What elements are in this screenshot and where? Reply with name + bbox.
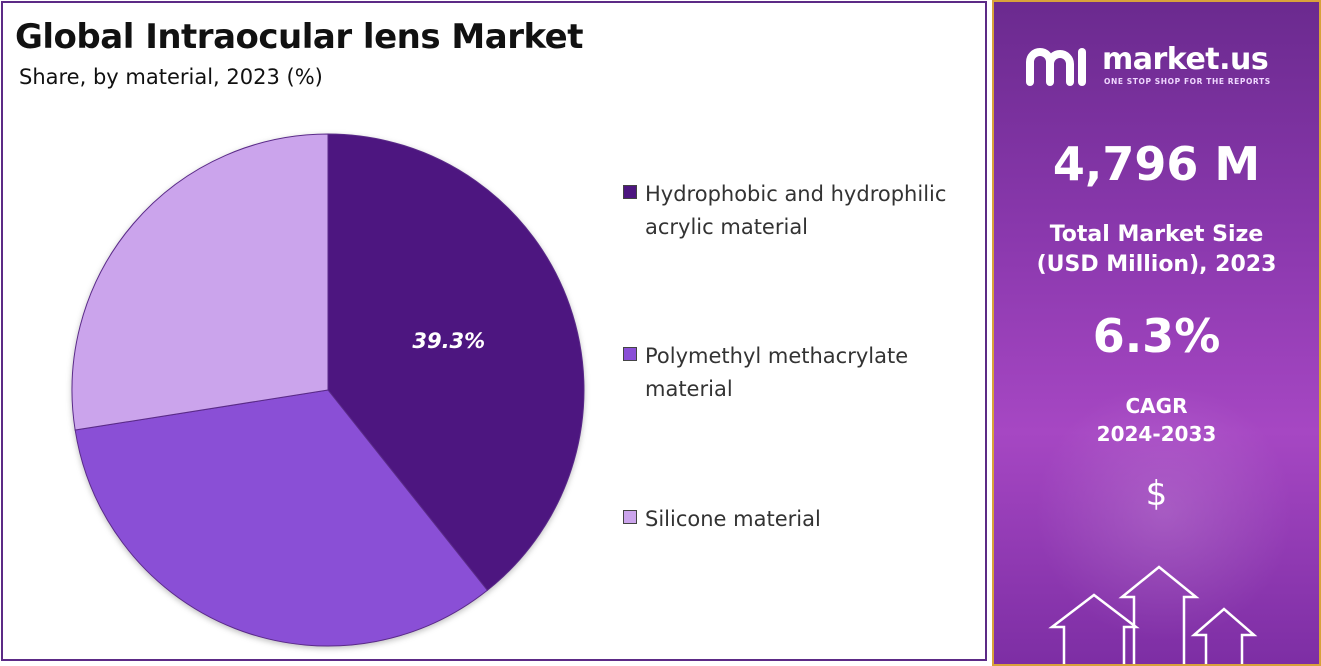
dollar-icon: $ [1145, 474, 1168, 514]
pie-slice-2 [74, 389, 489, 647]
legend-label: Silicone material [645, 507, 821, 531]
market-size-label-line1: Total Market Size [1049, 222, 1264, 247]
legend-swatch [623, 185, 637, 199]
pie-slice-3 [71, 133, 329, 431]
chart-panel: Global Intraocular lens Market Share, by… [1, 1, 987, 661]
cagr-label: CAGR 2024-2033 [994, 392, 1319, 448]
background-glow [1034, 382, 1294, 642]
cagr-label-line1: CAGR [1125, 394, 1188, 418]
cagr-value: 6.3% [1092, 309, 1221, 363]
market-size-label-line2: (USD Million), 2023 [1036, 252, 1277, 277]
summary-sidebar: market.us ONE STOP SHOP FOR THE REPORTS … [992, 0, 1321, 666]
legend-swatch [623, 347, 637, 361]
legend-label: Polymethyl methacrylate material [645, 344, 909, 401]
legend-swatch [623, 510, 637, 524]
growth-arrows-icon [1048, 565, 1258, 664]
legend-item-2: Polymethyl methacrylate material [623, 340, 985, 406]
chart-subtitle: Share, by material, 2023 (%) [19, 65, 323, 89]
market-size-label: Total Market Size (USD Million), 2023 [994, 220, 1319, 280]
chart-title: Global Intraocular lens Market [15, 17, 583, 57]
brand-tagline: ONE STOP SHOP FOR THE REPORTS [1104, 77, 1271, 86]
market-us-logo-icon [1026, 48, 1086, 86]
market-size-value: 4,796 M [1052, 137, 1261, 191]
cagr-label-line2: 2024-2033 [1096, 422, 1217, 446]
pie-slice-1 [327, 133, 585, 591]
pie-chart: 39.3% [71, 133, 585, 647]
legend-item-1: Hydrophobic and hydrophilic acrylic mate… [623, 178, 985, 244]
pie-slice-label-1: 39.3% [412, 329, 485, 353]
brand-logo-block: market.us ONE STOP SHOP FOR THE REPORTS [1024, 42, 1304, 92]
brand-name: market.us [1102, 42, 1269, 77]
legend-label: Hydrophobic and hydrophilic acrylic mate… [645, 182, 947, 239]
legend-item-3: Silicone material [623, 503, 985, 536]
